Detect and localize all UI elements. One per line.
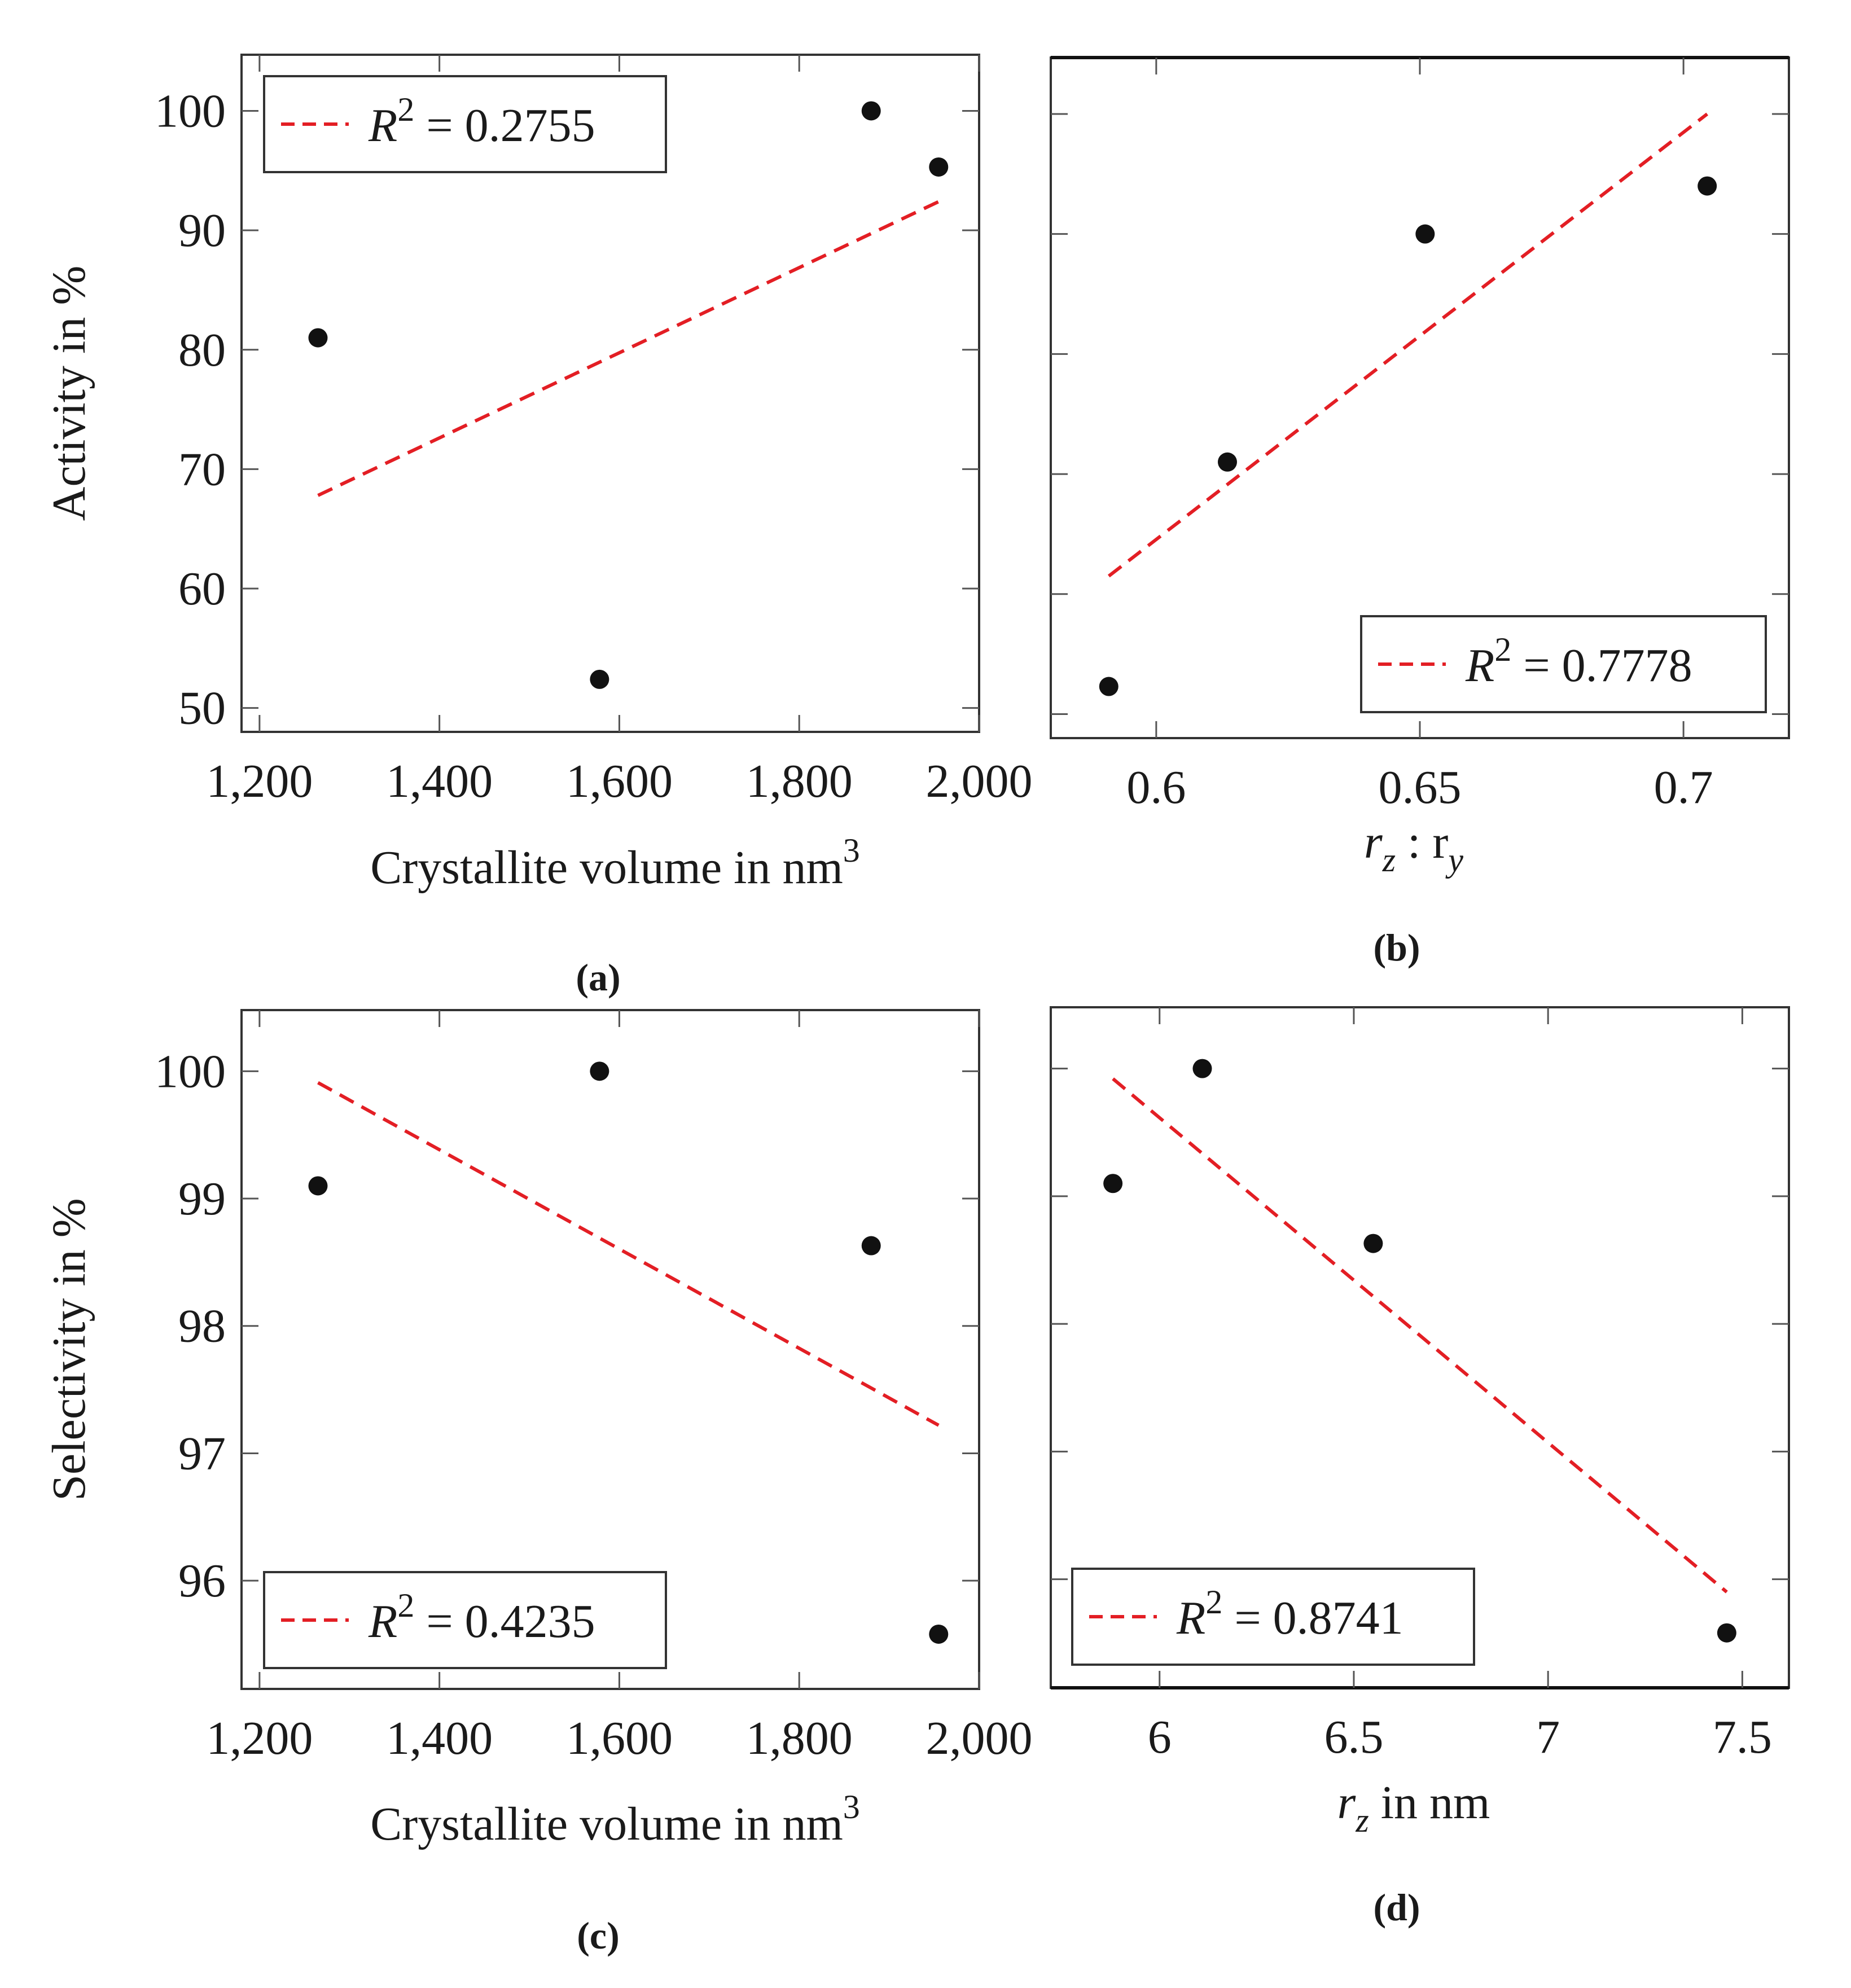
x-tick-label: 1,400 — [386, 755, 493, 808]
y-tick-label: 60 — [178, 563, 226, 615]
data-point — [861, 1236, 881, 1256]
x-axis-title: rz in nm — [1337, 1776, 1490, 1839]
data-point — [1099, 677, 1119, 696]
x-tick-label: 1,200 — [206, 1712, 313, 1765]
x-axis-title: Crystallite volume in nm3 — [370, 1788, 860, 1850]
regression-line — [1107, 112, 1709, 578]
x-tick-label: 0.7 — [1654, 761, 1713, 814]
y-axis-title: Activity in % — [43, 266, 95, 521]
legend-label: R2 = 0.4235 — [368, 1587, 595, 1648]
x-tick-label: 1,800 — [746, 1712, 853, 1765]
y-tick-label: 50 — [178, 682, 226, 735]
x-tick-label: 1,600 — [566, 1712, 673, 1765]
legend: R2 = 0.2755 — [263, 75, 667, 173]
x-tick-label: 1,800 — [746, 755, 853, 808]
panel-c-selectivity-vs-volume: 1,200 1,400 1,600 1,800 2,000 96 97 98 99 100 R2 =… — [43, 1009, 1033, 1957]
x-tick-label: 0.65 — [1379, 761, 1462, 814]
x-tick-label: 1,200 — [206, 755, 313, 808]
y-tick-label: 80 — [178, 324, 226, 376]
x-tick-label: 7.5 — [1713, 1711, 1772, 1763]
y-tick-label: 98 — [178, 1300, 226, 1353]
legend: R2 = 0.7778 — [1360, 615, 1767, 713]
panel-d-selectivity-vs-rz: 6 6.5 7 7.5 R2 = 0.8741 rz in nm (d) — [1050, 1006, 1790, 1929]
legend-box — [1071, 1568, 1475, 1666]
data-point — [1103, 1174, 1123, 1193]
data-point — [1217, 452, 1237, 472]
plot-frame — [240, 1009, 980, 1690]
y-tick-label: 97 — [178, 1427, 226, 1480]
panel-a-activity-vs-volume: 1,200 1,400 1,600 1,800 2,000 50 60 70 80 90 100 R2… — [43, 54, 1033, 999]
y-tick-label: 100 — [155, 1045, 226, 1098]
y-tick-label: 99 — [178, 1173, 226, 1225]
x-tick-label: 0.6 — [1126, 761, 1186, 814]
x-tick-label: 7 — [1536, 1711, 1560, 1763]
x-axis-title: Crystallite volume in nm3 — [370, 832, 860, 894]
plot-frame — [240, 54, 980, 733]
data-point — [590, 1061, 609, 1081]
y-axis-title: Selectivity in % — [43, 1198, 95, 1501]
data-point — [590, 669, 609, 689]
data-point — [308, 328, 328, 348]
panel-b-activity-vs-ratio: 0.6 0.65 0.7 R2 = 0.7778 rz : ry (b) — [1050, 56, 1790, 969]
y-tick-label: 100 — [155, 85, 226, 137]
data-point — [1415, 224, 1435, 244]
data-point — [1698, 176, 1717, 196]
regression-line — [1112, 1077, 1728, 1594]
data-point — [1717, 1623, 1736, 1643]
panel-caption: (b) — [1373, 926, 1420, 969]
y-tick-label: 90 — [178, 204, 226, 257]
x-tick-label: 1,600 — [566, 755, 673, 808]
x-tick-label: 6 — [1148, 1711, 1172, 1763]
x-tick-label: 6.5 — [1324, 1711, 1383, 1763]
data-point — [861, 101, 881, 121]
panel-caption: (a) — [576, 956, 620, 999]
data-point — [1363, 1234, 1383, 1253]
legend-label: R2 = 0.2755 — [368, 91, 595, 152]
regression-line — [317, 1081, 940, 1427]
x-tick-label: 2,000 — [926, 755, 1033, 808]
legend-label: R2 = 0.8741 — [1176, 1583, 1403, 1644]
y-tick-label: 70 — [178, 443, 226, 495]
data-point — [1192, 1059, 1212, 1078]
x-axis-title: rz : ry — [1364, 816, 1463, 879]
data-point — [929, 1624, 949, 1644]
legend-label: R2 = 0.7778 — [1465, 631, 1692, 692]
panel-caption: (c) — [577, 1914, 619, 1957]
regression-line — [317, 200, 940, 497]
x-tick-label: 1,400 — [386, 1712, 493, 1765]
data-point — [308, 1176, 328, 1196]
legend: R2 = 0.8741 — [1071, 1568, 1475, 1666]
x-tick-label: 2,000 — [926, 1712, 1033, 1765]
data-point — [929, 157, 949, 177]
panel-caption: (d) — [1373, 1886, 1420, 1929]
y-tick-label: 96 — [178, 1555, 226, 1607]
legend: R2 = 0.4235 — [263, 1571, 667, 1669]
